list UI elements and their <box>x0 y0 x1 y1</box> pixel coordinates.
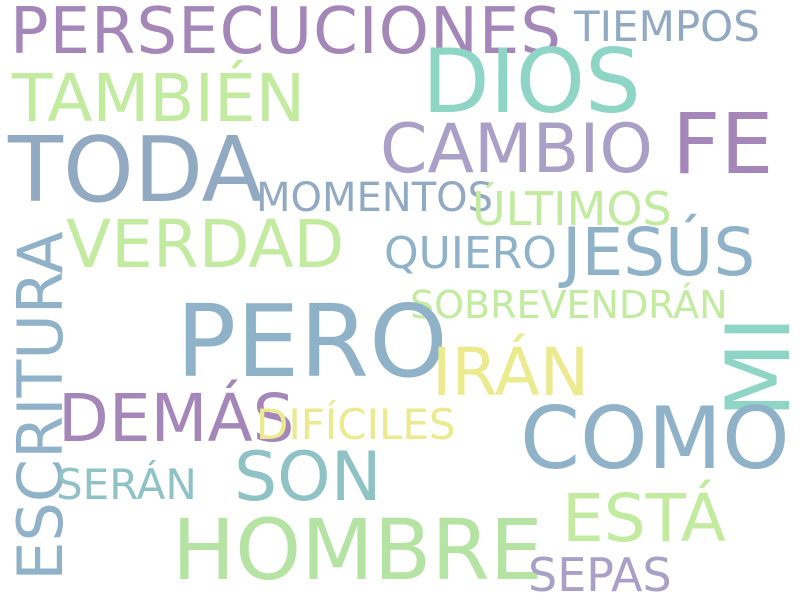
word-sobrevendran: SOBREVENDRÁN <box>410 283 728 327</box>
word-son: SON <box>234 438 382 517</box>
word-iran: IRÁN <box>432 334 590 411</box>
word-tiempos: TIEMPOS <box>574 2 760 51</box>
word-tambien: TAMBIÉN <box>12 60 306 137</box>
word-dificiles: DIFÍCILES <box>256 400 456 449</box>
word-quiero: QUIERO <box>384 228 557 279</box>
word-fe: FE <box>672 95 774 193</box>
word-dios: DIOS <box>422 30 641 133</box>
word-toda: TODA <box>8 118 264 223</box>
word-persecuciones: PERSECUCIONES <box>10 0 562 69</box>
word-como: COMO <box>520 389 790 489</box>
word-pero: PERO <box>176 283 448 400</box>
word-demas: DEMÁS <box>58 380 295 457</box>
word-sepas: SEPAS <box>528 548 672 600</box>
word-ultimos: ÚLTIMOS <box>472 182 672 236</box>
word-cambio: CAMBIO <box>380 110 653 189</box>
word-hombre: HOMBRE <box>172 501 543 599</box>
word-momentos: MOMENTOS <box>256 175 494 221</box>
word-jesus: JESÚS <box>562 214 756 291</box>
word-esta: ESTÁ <box>562 480 726 557</box>
word-seran: SERÁN <box>56 460 197 509</box>
word-verdad: VERDAD <box>66 206 345 283</box>
